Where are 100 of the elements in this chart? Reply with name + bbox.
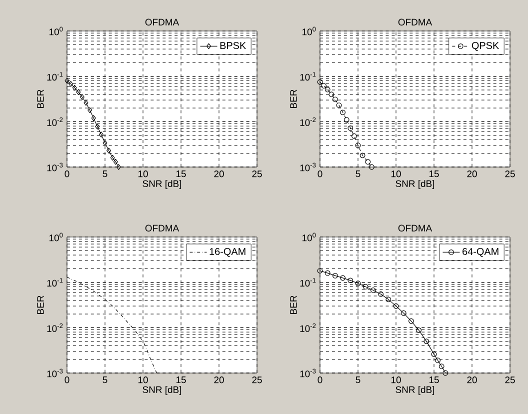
point xyxy=(88,107,92,113)
point xyxy=(368,164,374,170)
y-tick-label: 10$^{0}$ xyxy=(49,232,63,242)
x-tick-label: 15 xyxy=(176,376,186,384)
point xyxy=(378,291,384,297)
point xyxy=(324,86,330,92)
x-tick-label: 10 xyxy=(138,170,148,178)
point xyxy=(64,78,70,84)
y-tick-label: 10$^{-2}$ xyxy=(300,117,316,126)
y-tick-label: 10$^{0}$ xyxy=(302,232,316,242)
x-axis-title: SNR [dB] xyxy=(142,386,182,395)
x-tick-label: 15 xyxy=(429,376,439,384)
x-tick-label: 5 xyxy=(356,170,360,178)
point xyxy=(431,351,437,357)
point xyxy=(102,140,108,146)
y-tick-label: 10$^{-2}$ xyxy=(300,323,316,332)
x-tick-label: 25 xyxy=(252,376,262,384)
point xyxy=(355,280,361,286)
point xyxy=(355,142,361,148)
point xyxy=(386,296,392,302)
legend-label: 64-QAM xyxy=(462,248,498,257)
x-tick-label: 25 xyxy=(252,170,262,178)
y-tick-label: 10$^{0}$ xyxy=(302,26,316,36)
point xyxy=(424,338,430,344)
point xyxy=(352,133,357,139)
point xyxy=(106,148,112,154)
point xyxy=(344,117,350,122)
point xyxy=(113,158,118,165)
y-axis-title: BER xyxy=(290,296,297,314)
point xyxy=(110,154,115,161)
x-tick-label: 5 xyxy=(102,376,108,384)
point xyxy=(362,284,368,290)
point xyxy=(336,102,342,108)
x-tick-label: 5 xyxy=(356,376,360,384)
chart-title: OFDMA xyxy=(145,224,180,232)
legend-label: QPSK xyxy=(472,42,500,51)
point xyxy=(332,96,338,102)
point xyxy=(324,270,330,276)
y-tick-label: 10$^{-3}$ xyxy=(300,368,316,378)
point xyxy=(348,125,354,131)
point xyxy=(328,92,334,98)
x-tick-label: 10 xyxy=(391,170,401,178)
y-axis-title: BER xyxy=(290,90,297,108)
chart-title: OFDMA xyxy=(398,18,432,26)
point xyxy=(393,303,399,309)
x-tick-label: 20 xyxy=(214,170,224,178)
point xyxy=(340,275,346,281)
x-tick-label: 20 xyxy=(214,376,224,384)
point xyxy=(400,310,406,316)
x-tick-label: 10 xyxy=(138,376,148,384)
point xyxy=(321,83,327,88)
point xyxy=(98,132,104,138)
point xyxy=(348,278,354,284)
x-tick-label: 25 xyxy=(505,376,515,384)
y-tick-label: 10$^{-1}$ xyxy=(300,278,316,287)
point xyxy=(91,115,96,121)
y-tick-label: 10$^{-1}$ xyxy=(47,278,63,287)
y-tick-label: 10$^{-3}$ xyxy=(47,162,63,172)
point xyxy=(80,94,84,100)
point xyxy=(76,89,81,95)
x-tick-label: 25 xyxy=(505,170,515,178)
x-tick-label: 15 xyxy=(176,170,186,178)
x-axis-title: SNR [dB] xyxy=(396,386,434,395)
point xyxy=(317,79,323,85)
point xyxy=(340,110,346,116)
y-tick-label: 10$^{-3}$ xyxy=(47,368,63,378)
y-tick-label: 10$^{-2}$ xyxy=(47,323,63,332)
point xyxy=(72,84,77,91)
y-tick-label: 10$^{-3}$ xyxy=(300,162,316,172)
point xyxy=(84,100,88,106)
chart-title: OFDMA xyxy=(398,224,432,232)
point xyxy=(408,318,414,324)
point xyxy=(365,159,371,165)
x-tick-label: 20 xyxy=(467,376,477,384)
y-tick-label: 10$^{-2}$ xyxy=(47,117,63,126)
x-tick-label: 0 xyxy=(64,376,70,384)
x-axis-title: SNR [dB] xyxy=(142,180,182,189)
x-tick-label: 0 xyxy=(64,170,70,178)
x-tick-label: 15 xyxy=(429,170,439,178)
x-axis-title: SNR [dB] xyxy=(396,180,434,189)
point xyxy=(370,288,376,293)
point xyxy=(438,364,444,370)
x-tick-label: 10 xyxy=(391,376,401,384)
point xyxy=(416,327,422,333)
y-tick-label: 10$^{-1}$ xyxy=(47,72,63,81)
point xyxy=(68,81,74,87)
y-axis-title: BER xyxy=(37,90,44,108)
legend-label: 16-QAM xyxy=(210,248,246,257)
point xyxy=(95,124,100,130)
x-tick-label: 5 xyxy=(102,170,108,178)
y-tick-label: 10$^{-1}$ xyxy=(300,72,316,81)
y-tick-label: 10$^{0}$ xyxy=(49,26,63,36)
legend-label: BPSK xyxy=(220,42,246,50)
x-tick-label: 0 xyxy=(318,376,322,384)
point xyxy=(360,152,366,158)
x-tick-label: 20 xyxy=(467,170,477,178)
chart-title: OFDMA xyxy=(145,18,180,26)
x-tick-label: 0 xyxy=(318,170,322,178)
point xyxy=(435,358,441,364)
point xyxy=(332,273,338,278)
